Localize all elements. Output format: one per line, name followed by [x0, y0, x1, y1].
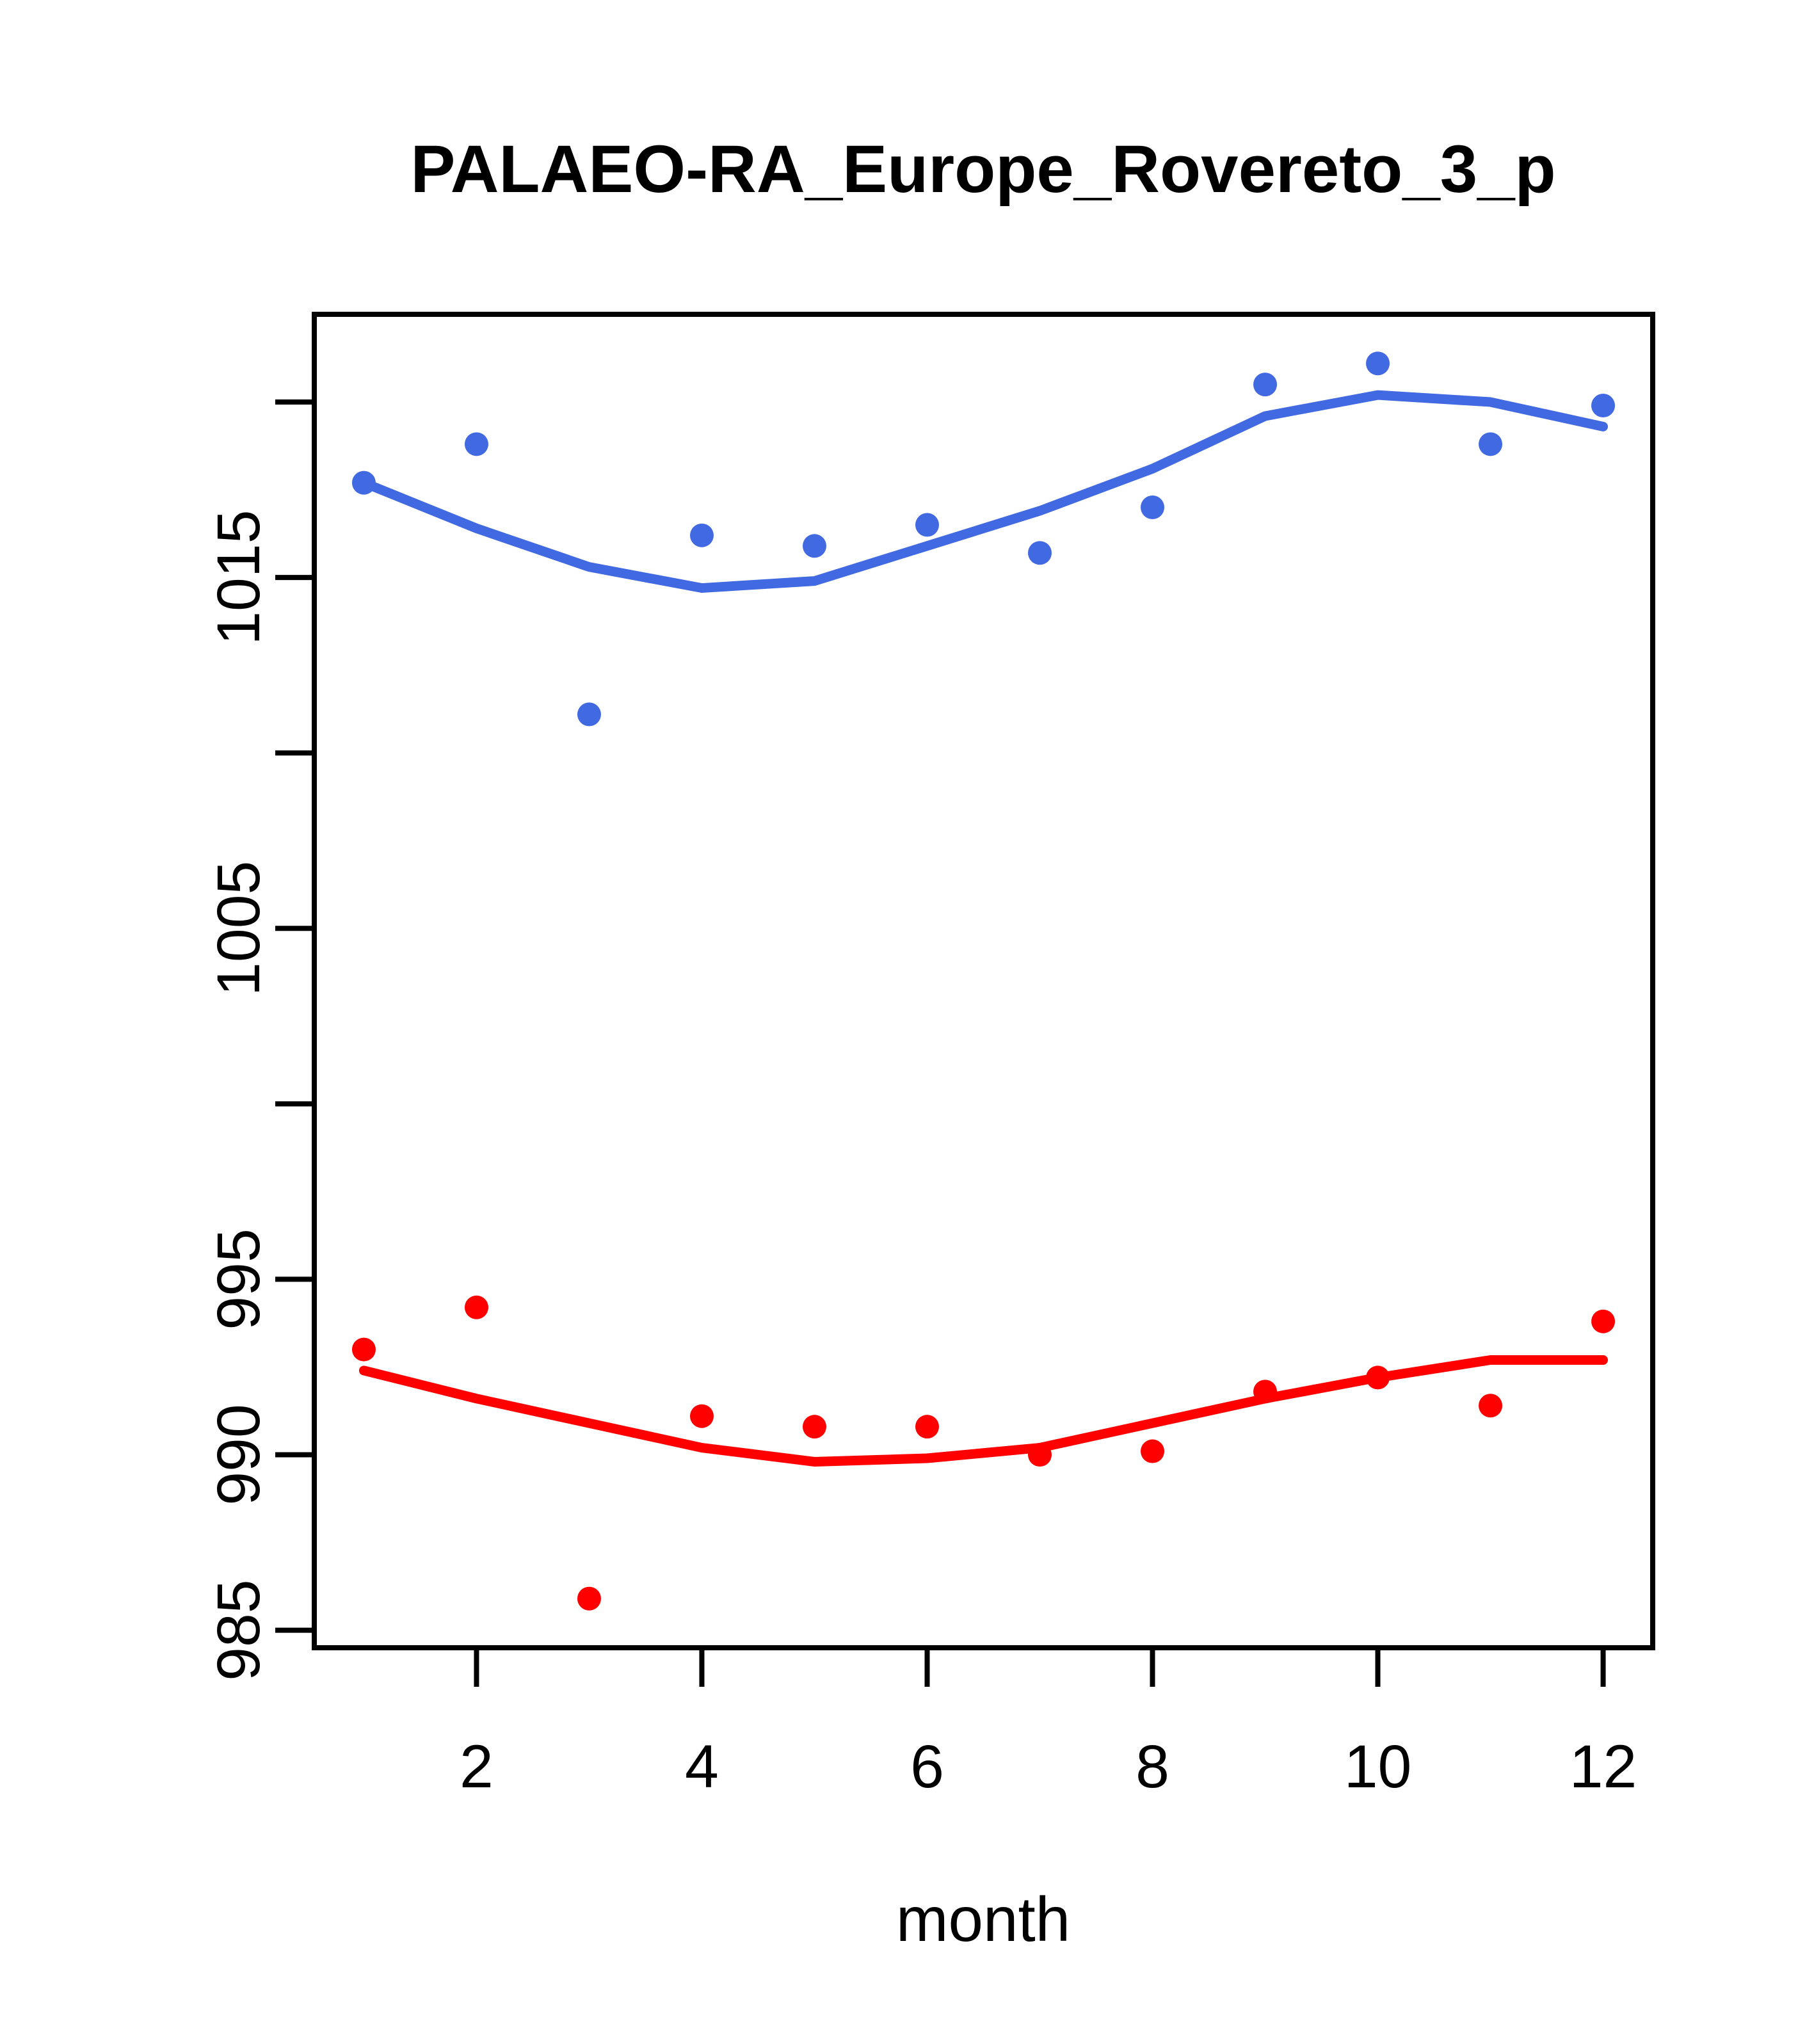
- blue-data-point: [464, 432, 488, 456]
- blue-data-point: [351, 471, 376, 495]
- blue-data-point: [802, 534, 826, 558]
- x-tick-label: 12: [1569, 1733, 1637, 1801]
- blue-data-point: [689, 523, 714, 547]
- red-data-point: [1591, 1309, 1616, 1333]
- blue-data-point: [915, 513, 939, 537]
- y-tick-label: 1005: [205, 861, 273, 996]
- y-tick-label: 990: [205, 1404, 273, 1506]
- red-loess-line: [358, 1355, 1609, 1467]
- data-points: [351, 351, 1616, 1611]
- red-data-point: [464, 1295, 488, 1319]
- x-axis-title: month: [896, 1884, 1070, 1954]
- red-data-point: [351, 1337, 376, 1362]
- red-data-point: [915, 1415, 939, 1439]
- blue-data-point: [1253, 373, 1278, 397]
- blue-data-point: [1141, 495, 1165, 519]
- red-data-point: [1479, 1394, 1503, 1418]
- loess-smooth-lines: [358, 390, 1609, 1467]
- chart-title: PALAEO-RA_Europe_Rovereto_3_p: [410, 132, 1555, 207]
- y-tick-label: 985: [205, 1579, 273, 1681]
- blue-data-point: [1591, 394, 1616, 418]
- blue-data-point: [1028, 541, 1052, 565]
- y-tick-label: 995: [205, 1228, 273, 1330]
- blue-data-point: [577, 702, 601, 727]
- y-tick-label: 1015: [205, 510, 273, 645]
- x-tick-label: 10: [1344, 1733, 1412, 1801]
- x-axis: 2 4 6 8 10 12: [460, 1648, 1637, 1801]
- red-data-point: [689, 1404, 714, 1428]
- red-data-point: [1366, 1365, 1390, 1390]
- plot-border: [312, 312, 1655, 1650]
- y-axis: 985 990 995 1005 1015: [205, 399, 314, 1681]
- blue-data-point: [1479, 432, 1503, 456]
- red-data-point: [577, 1586, 601, 1611]
- x-tick-label: 6: [910, 1733, 944, 1801]
- red-data-point: [1253, 1380, 1278, 1404]
- x-tick-label: 2: [460, 1733, 494, 1801]
- red-data-point: [802, 1415, 826, 1439]
- blue-loess-line: [358, 390, 1609, 593]
- blue-data-point: [1366, 351, 1390, 376]
- x-tick-label: 4: [685, 1733, 719, 1801]
- x-tick-label: 8: [1136, 1733, 1169, 1801]
- red-data-point: [1141, 1439, 1165, 1463]
- red-data-point: [1028, 1443, 1052, 1467]
